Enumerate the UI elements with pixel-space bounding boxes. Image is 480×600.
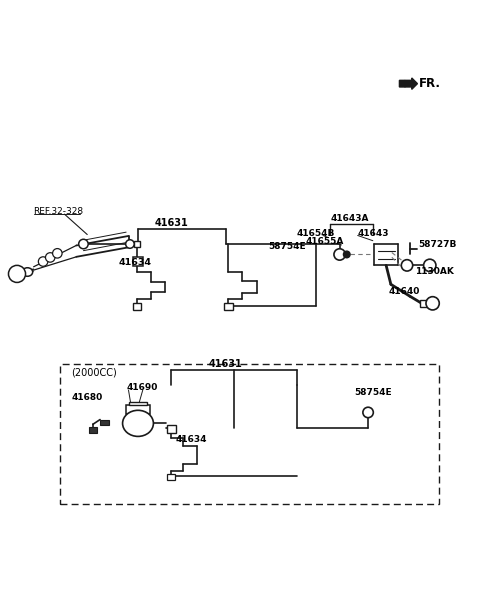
Text: 1130AK: 1130AK xyxy=(415,267,454,276)
Text: 58727B: 58727B xyxy=(418,241,456,250)
Circle shape xyxy=(401,260,413,271)
Text: FR.: FR. xyxy=(419,77,441,90)
Bar xyxy=(133,303,141,310)
Text: 58754E: 58754E xyxy=(354,388,392,397)
Text: 41654B: 41654B xyxy=(297,229,336,238)
Circle shape xyxy=(9,265,25,283)
Circle shape xyxy=(79,239,88,249)
Text: 41680: 41680 xyxy=(72,393,103,402)
Text: 41640: 41640 xyxy=(388,287,420,296)
Text: 41634: 41634 xyxy=(176,436,207,445)
Ellipse shape xyxy=(22,268,33,276)
Text: 41655A: 41655A xyxy=(305,236,344,245)
Text: 41634: 41634 xyxy=(119,259,152,268)
Circle shape xyxy=(334,249,345,260)
Polygon shape xyxy=(399,78,418,89)
Bar xyxy=(168,473,175,480)
Text: 41643: 41643 xyxy=(358,229,389,238)
Circle shape xyxy=(53,248,62,258)
Circle shape xyxy=(363,407,373,418)
Circle shape xyxy=(46,253,55,262)
Circle shape xyxy=(343,251,350,258)
Text: 41631: 41631 xyxy=(155,218,188,227)
Bar xyxy=(130,401,146,406)
Bar xyxy=(134,241,140,247)
Bar xyxy=(224,303,233,310)
Text: REF.32-328: REF.32-328 xyxy=(34,207,84,216)
Circle shape xyxy=(426,296,439,310)
Circle shape xyxy=(424,259,436,272)
Bar xyxy=(100,419,108,425)
Text: (2000CC): (2000CC) xyxy=(72,367,117,377)
Ellipse shape xyxy=(122,410,154,436)
Text: 41631: 41631 xyxy=(209,359,243,368)
Bar xyxy=(60,364,439,504)
Text: 41643A: 41643A xyxy=(330,214,369,223)
Bar xyxy=(133,257,143,266)
Circle shape xyxy=(126,240,134,248)
Bar xyxy=(168,425,176,433)
Bar xyxy=(89,427,96,433)
Text: 58754E: 58754E xyxy=(268,242,306,251)
Bar xyxy=(126,406,150,414)
Bar xyxy=(420,299,432,307)
Circle shape xyxy=(38,257,48,266)
Text: 41690: 41690 xyxy=(126,383,157,392)
